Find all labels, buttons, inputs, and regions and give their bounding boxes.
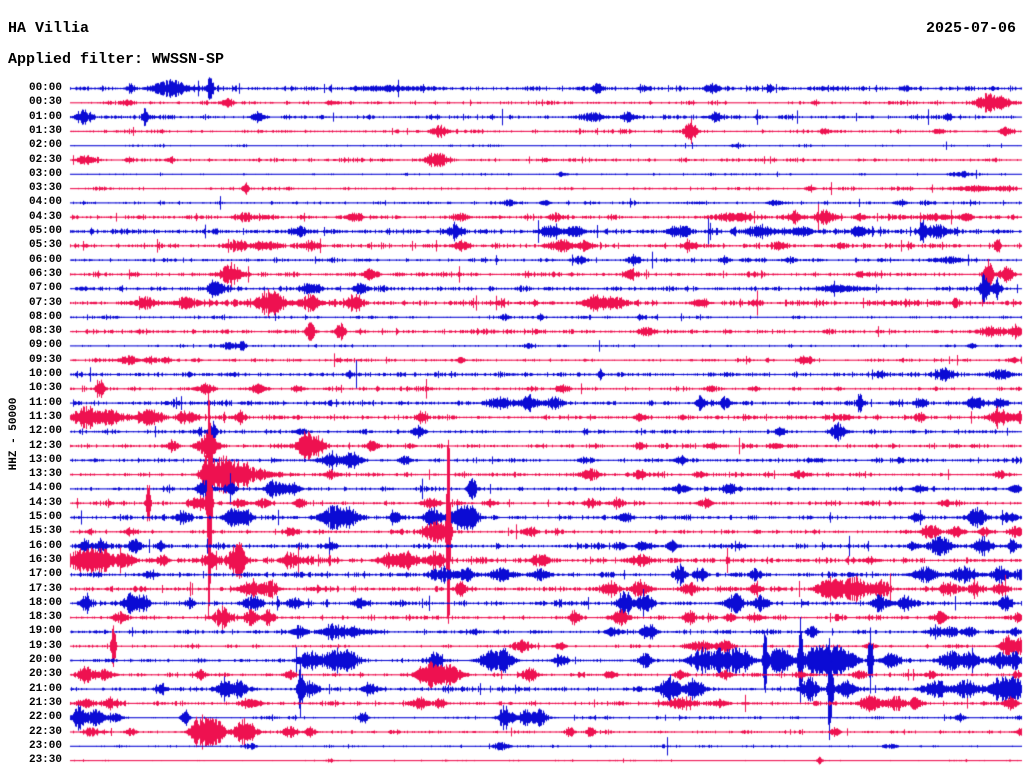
seismogram-trace-canvas: [0, 0, 1024, 780]
helicorder-screen: HA Villia 2025-07-06 Applied filter: WWS…: [0, 0, 1024, 780]
